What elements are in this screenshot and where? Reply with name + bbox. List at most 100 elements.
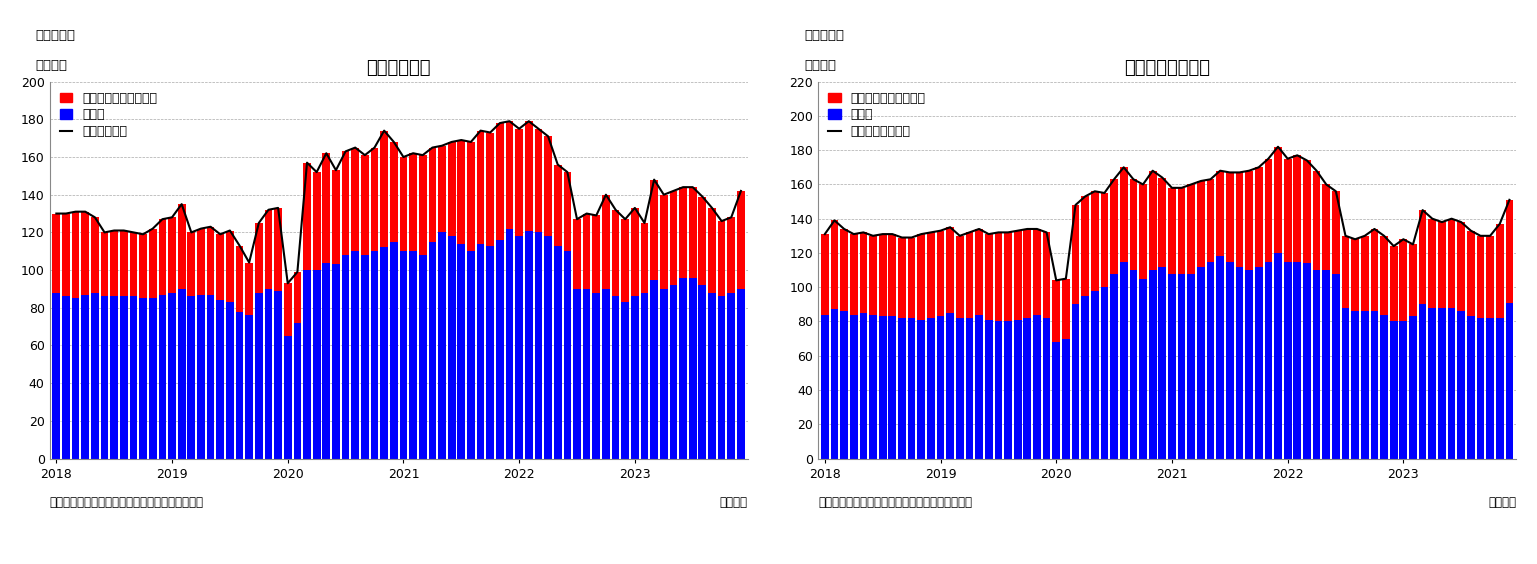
Bar [486,245,493,459]
Bar [314,172,321,270]
Bar [207,294,215,459]
Bar [506,121,513,228]
Bar [830,310,838,459]
Bar [573,289,581,459]
Bar [612,297,619,459]
Bar [888,316,896,459]
Title: 住宅着工許可件数: 住宅着工許可件数 [1124,59,1210,77]
Bar [515,236,523,459]
Bar [217,300,224,459]
Bar [1033,315,1041,459]
Bar [447,142,455,236]
Bar [323,153,330,263]
Bar [1439,308,1446,459]
Bar [476,244,484,459]
Bar [506,228,513,459]
Bar [1100,193,1108,287]
Bar [120,297,128,459]
Bar [1188,184,1196,274]
Bar [1033,229,1041,315]
Bar [226,231,234,302]
Bar [573,219,581,289]
Bar [1082,296,1090,459]
Bar [670,285,678,459]
Bar [850,234,858,315]
Bar [1177,188,1185,274]
Bar [879,234,887,316]
Text: （図表２）: （図表２） [804,29,844,42]
Bar [1322,270,1330,459]
Bar [1110,179,1117,274]
Bar [641,293,649,459]
Bar [821,315,828,459]
Bar [1265,262,1273,459]
Bar [1091,191,1099,290]
Bar [850,315,858,459]
Bar [390,142,398,242]
Bar [274,291,281,459]
Bar [1457,311,1465,459]
Bar [323,263,330,459]
Bar [81,294,89,459]
Bar [632,208,639,297]
Bar [1380,236,1388,315]
Bar [1207,179,1214,262]
Bar [564,251,572,459]
Bar [264,289,272,459]
Bar [1053,342,1061,459]
Bar [1062,279,1070,338]
Bar [1274,253,1282,459]
Bar [246,263,254,315]
Bar [400,251,407,459]
Bar [420,255,427,459]
Bar [1014,320,1022,459]
Bar [1062,338,1070,459]
Bar [467,251,475,459]
Bar [1130,179,1137,270]
Title: 住宅着工件数: 住宅着工件数 [366,59,430,77]
Bar [1448,219,1456,308]
Bar [947,227,954,313]
Bar [1042,318,1050,459]
Bar [679,187,687,277]
Bar [641,223,649,293]
Bar [486,133,493,245]
Text: （資料）センサス局よりニッセイ基礎研究所作成: （資料）センサス局よりニッセイ基礎研究所作成 [49,496,203,509]
Bar [592,215,599,293]
Bar [467,142,475,251]
Bar [603,195,610,289]
Bar [341,255,349,459]
Bar [1506,200,1514,303]
Bar [659,289,667,459]
Text: （図表１）: （図表１） [35,29,75,42]
Text: （万件）: （万件） [804,59,836,72]
Bar [1139,184,1147,279]
Bar [1400,321,1408,459]
Text: （月次）: （月次） [1488,496,1515,509]
Bar [303,270,310,459]
Bar [429,242,437,459]
Bar [1283,158,1291,262]
Bar [255,223,263,293]
Bar [1477,236,1485,318]
Bar [246,315,254,459]
Bar [544,236,552,459]
Bar [621,302,629,459]
Bar [1400,239,1408,321]
Bar [689,187,696,277]
Bar [659,195,667,289]
Bar [994,232,1002,321]
Bar [888,234,896,316]
Bar [61,214,69,297]
Bar [1439,222,1446,308]
Bar [168,293,175,459]
Bar [535,129,543,232]
Bar [908,318,916,459]
Bar [264,210,272,289]
Bar [868,315,878,459]
Bar [1265,158,1273,262]
Bar [1409,244,1417,316]
Bar [1371,229,1379,311]
Bar [1168,274,1176,459]
Bar [841,311,848,459]
